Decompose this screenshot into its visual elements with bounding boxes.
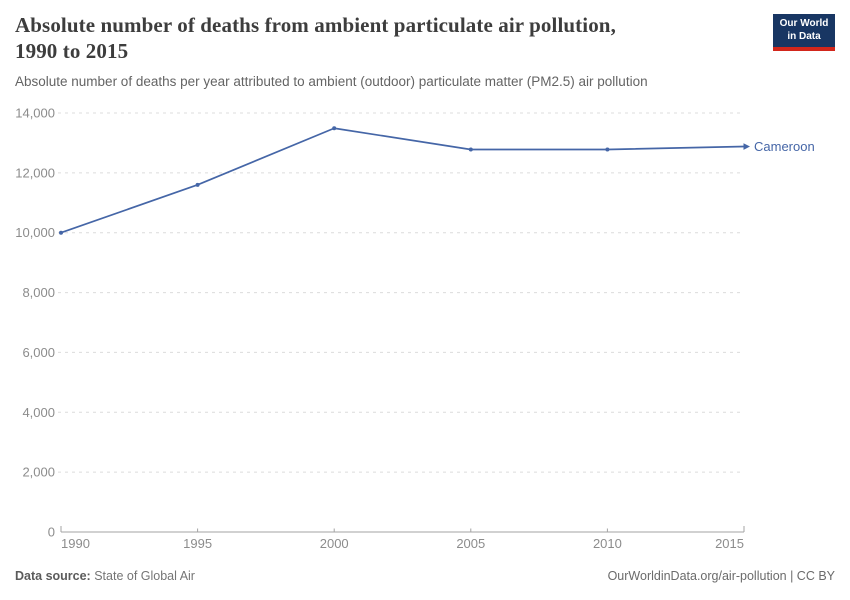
y-tick-label: 6,000 [22, 345, 55, 360]
x-tick-label: 2000 [320, 536, 349, 551]
x-tick-label: 1990 [61, 536, 90, 551]
data-source: Data source: State of Global Air [15, 569, 195, 583]
data-source-label: Data source: [15, 569, 91, 583]
y-tick-label: 10,000 [15, 225, 55, 240]
y-tick-label: 0 [48, 525, 55, 540]
y-tick-label: 4,000 [22, 405, 55, 420]
x-tick-label: 2005 [456, 536, 485, 551]
title-line-2: 1990 to 2015 [15, 39, 129, 63]
logo-line-1: Our World [779, 18, 829, 29]
y-tick-label: 8,000 [22, 285, 55, 300]
x-tick-label: 2015 [715, 536, 744, 551]
data-point[interactable] [59, 230, 63, 235]
y-tick-label: 2,000 [22, 465, 55, 480]
x-tick-label: 1995 [183, 536, 212, 551]
data-source-value: State of Global Air [94, 569, 195, 583]
page-title: Absolute number of deaths from ambient p… [15, 12, 616, 64]
data-series-line[interactable] [60, 127, 745, 234]
data-point[interactable] [332, 126, 337, 131]
data-point[interactable] [195, 182, 200, 187]
data-point[interactable] [605, 147, 610, 152]
y-tick-label: 12,000 [15, 165, 55, 180]
data-point[interactable] [468, 147, 473, 152]
chart-subtitle: Absolute number of deaths per year attri… [15, 74, 648, 89]
series-label[interactable]: Cameroon [754, 139, 815, 154]
owid-logo[interactable]: Our World in Data [773, 14, 835, 51]
logo-line-2: in Data [787, 30, 821, 42]
series-end-arrow-icon [743, 143, 750, 150]
title-line-1: Absolute number of deaths from ambient p… [15, 13, 616, 37]
x-tick-label: 2010 [593, 536, 622, 551]
y-tick-label: 14,000 [15, 106, 55, 121]
credit-link[interactable]: OurWorldinData.org/air-pollution | CC BY [607, 569, 835, 583]
